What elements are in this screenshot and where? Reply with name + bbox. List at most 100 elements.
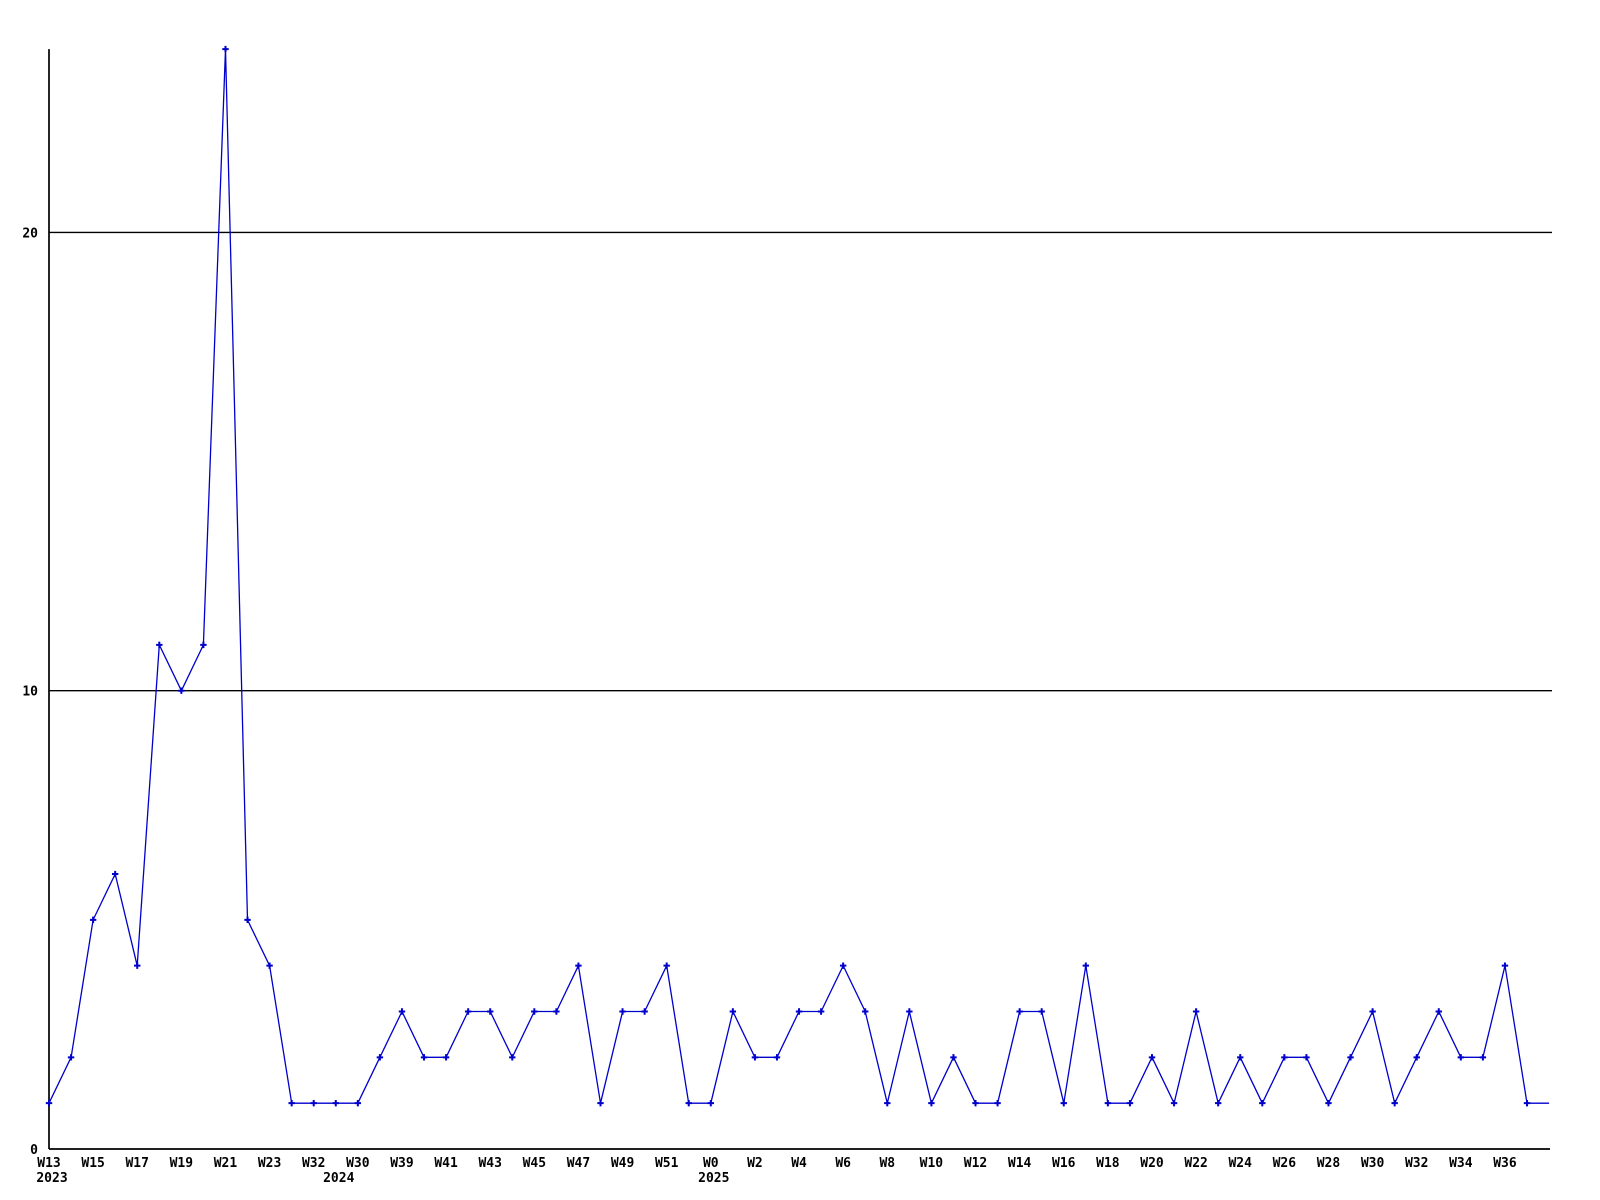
data-point-marker — [45, 1099, 53, 1107]
data-point-marker — [398, 1008, 406, 1015]
data-point-marker — [1413, 1054, 1420, 1061]
data-point-marker — [200, 641, 207, 649]
data-point-marker — [1170, 1099, 1178, 1107]
y-tick-label: 10 — [22, 685, 38, 700]
x-tick-label: W16 — [1052, 1156, 1076, 1171]
x-tick-label: W10 — [920, 1156, 944, 1171]
x-tick-label: W51 — [655, 1156, 679, 1171]
data-point-marker — [376, 1054, 384, 1061]
data-point-marker — [111, 870, 119, 878]
year-label: 2023 — [36, 1171, 67, 1186]
x-tick-label: W47 — [567, 1156, 590, 1171]
data-point-marker — [575, 962, 582, 969]
data-point-marker — [1303, 1054, 1310, 1061]
data-point-marker — [1214, 1099, 1222, 1107]
x-tick-label: W32 — [302, 1156, 325, 1171]
data-point-marker — [1457, 1054, 1465, 1061]
data-point-marker — [134, 962, 141, 969]
data-point-marker — [663, 962, 670, 969]
data-point-marker — [619, 1008, 626, 1015]
data-point-marker — [839, 962, 847, 969]
data-point-marker — [950, 1054, 957, 1061]
data-point-marker — [729, 1008, 737, 1015]
data-point-marker — [89, 916, 97, 924]
data-point-marker — [795, 1008, 803, 1015]
x-tick-label: W17 — [125, 1156, 148, 1171]
data-point-marker — [178, 687, 185, 694]
data-point-marker — [67, 1054, 75, 1061]
year-label: 2025 — [698, 1171, 729, 1186]
data-point-marker — [1237, 1054, 1244, 1061]
data-point-marker — [288, 1099, 295, 1107]
data-point-marker — [1126, 1099, 1134, 1107]
data-point-marker — [442, 1054, 450, 1061]
x-tick-label: W23 — [258, 1156, 281, 1171]
data-point-marker — [994, 1099, 1001, 1107]
data-point-marker — [707, 1099, 714, 1107]
data-point-marker — [487, 1008, 494, 1015]
x-tick-label: W39 — [390, 1156, 413, 1171]
x-tick-label: W30 — [1361, 1156, 1385, 1171]
x-tick-label: W21 — [214, 1156, 238, 1171]
year-label: 2024 — [323, 1171, 354, 1186]
x-tick-label: W22 — [1184, 1156, 1207, 1171]
x-tick-label: W34 — [1449, 1156, 1473, 1171]
y-tick-label: 20 — [22, 226, 38, 241]
x-tick-label: W13 — [37, 1156, 60, 1171]
x-tick-label: W45 — [523, 1156, 546, 1171]
data-point-marker — [1325, 1099, 1332, 1107]
data-point-marker — [1082, 962, 1090, 969]
data-point-marker — [597, 1099, 604, 1107]
y-tick-label: 0 — [30, 1143, 38, 1158]
data-point-marker — [266, 962, 273, 969]
data-point-marker — [1104, 1099, 1112, 1107]
data-point-marker — [751, 1054, 759, 1061]
x-tick-label: W12 — [964, 1156, 987, 1171]
data-point-marker — [156, 641, 163, 649]
data-point-marker — [1479, 1054, 1487, 1061]
x-tick-label: W43 — [478, 1156, 501, 1171]
data-point-marker — [884, 1099, 891, 1107]
data-point-marker — [354, 1099, 362, 1107]
data-point-marker — [773, 1054, 781, 1061]
x-tick-label: W19 — [170, 1156, 193, 1171]
x-tick-label: W20 — [1140, 1156, 1164, 1171]
x-tick-label: W36 — [1493, 1156, 1517, 1171]
data-point-marker — [509, 1054, 516, 1061]
x-tick-label: W15 — [81, 1156, 104, 1171]
data-point-marker — [1192, 1008, 1200, 1015]
x-tick-label: W0 — [703, 1156, 719, 1171]
data-point-marker — [1281, 1054, 1288, 1061]
data-point-marker — [332, 1099, 339, 1107]
x-tick-label: W49 — [611, 1156, 634, 1171]
x-tick-label: W30 — [346, 1156, 370, 1171]
data-point-marker — [972, 1099, 979, 1107]
data-point-marker — [1060, 1099, 1067, 1107]
x-tick-label: W28 — [1317, 1156, 1341, 1171]
x-tick-label: W26 — [1273, 1156, 1297, 1171]
data-point-marker — [310, 1099, 317, 1107]
x-tick-label: W24 — [1228, 1156, 1252, 1171]
data-point-marker — [1038, 1008, 1045, 1015]
x-tick-label: W41 — [434, 1156, 458, 1171]
data-point-marker — [420, 1054, 428, 1061]
data-point-marker — [928, 1099, 935, 1107]
data-point-marker — [222, 45, 229, 53]
x-tick-label: W14 — [1008, 1156, 1032, 1171]
data-point-marker — [1016, 1008, 1023, 1015]
data-point-marker — [464, 1008, 472, 1015]
data-point-marker — [1369, 1008, 1376, 1015]
x-tick-label: W6 — [835, 1156, 851, 1171]
data-series-line — [48, 49, 1550, 1106]
x-tick-label: W2 — [747, 1156, 763, 1171]
data-point-marker — [817, 1008, 825, 1015]
x-tick-label: W18 — [1096, 1156, 1120, 1171]
x-tick-label: W4 — [791, 1156, 807, 1171]
data-point-marker — [1259, 1099, 1266, 1107]
data-point-marker — [244, 916, 251, 924]
data-point-marker — [1435, 1008, 1442, 1015]
x-tick-label: W8 — [879, 1156, 895, 1171]
data-point-marker — [1347, 1054, 1354, 1061]
